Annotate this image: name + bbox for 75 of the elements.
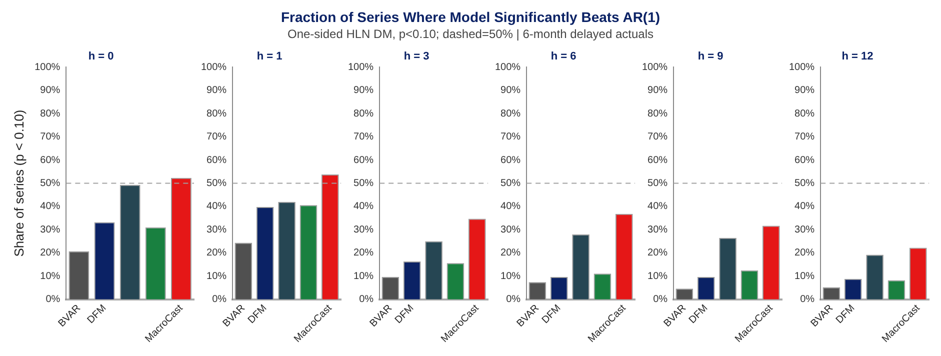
y-tick-label: 40%: [794, 201, 815, 212]
y-tick-label: 20%: [794, 248, 815, 259]
chart-title: h = 1: [256, 50, 282, 63]
y-tick-label: 80%: [500, 108, 521, 120]
y-tick-label: 50%: [500, 178, 521, 190]
y-tick-label: 10%: [206, 270, 227, 282]
y-tick-label: 0%: [653, 294, 668, 306]
y-tick-label: 60%: [40, 154, 60, 166]
y-tick-label: 70%: [40, 132, 60, 143]
y-tick-label: 50%: [648, 178, 668, 190]
y-tick-label: 60%: [500, 154, 521, 166]
y-tick-label: 20%: [500, 248, 521, 259]
y-tick-label: 60%: [794, 154, 815, 166]
chart-title: h = 12: [842, 50, 874, 63]
y-tick-label: 30%: [794, 224, 815, 236]
y-tick-label: 30%: [500, 224, 521, 236]
y-tick-label: 80%: [206, 108, 227, 120]
y-tick-label: 90%: [206, 85, 227, 96]
y-tick-label: 50%: [794, 178, 815, 190]
y-tick-label: 10%: [354, 270, 374, 282]
y-tick-label: 10%: [648, 270, 668, 282]
y-tick-label: 100%: [495, 62, 521, 73]
y-tick-label: 20%: [206, 248, 227, 259]
y-tick-label: 70%: [206, 132, 227, 143]
y-tick-label: 80%: [648, 108, 668, 120]
y-tick-label: 40%: [354, 201, 374, 212]
y-tick-label: 80%: [794, 108, 815, 120]
y-tick-label: 90%: [794, 85, 815, 96]
y-tick-label: 80%: [40, 108, 60, 120]
y-tick-label: 100%: [348, 62, 374, 73]
y-tick-label: 20%: [354, 248, 374, 259]
y-tick-label: 20%: [648, 248, 668, 259]
y-tick-label: 40%: [206, 201, 227, 212]
y-tick-label: 50%: [40, 178, 60, 190]
y-tick-label: 0%: [46, 294, 60, 306]
y-tick-label: 90%: [40, 85, 60, 96]
y-tick-label: 30%: [40, 224, 60, 236]
y-tick-label: 20%: [40, 248, 60, 259]
y-tick-label: 30%: [354, 224, 374, 236]
y-tick-label: 70%: [354, 132, 374, 143]
y-tick-label: 100%: [34, 62, 60, 73]
chart-title: h = 9: [698, 50, 724, 63]
y-tick-label: 30%: [206, 224, 227, 236]
text: One-sided HLN DM, p<0.10; dashed=50% | 6-month delayed actuals: [286, 26, 654, 42]
y-tick-label: 60%: [648, 154, 668, 166]
y-tick-label: 60%: [206, 154, 227, 166]
y-tick-label: 50%: [354, 178, 374, 190]
chart-title: h = 6: [550, 50, 576, 63]
y-tick-label: 30%: [648, 224, 668, 236]
y-tick-label: 100%: [642, 62, 668, 73]
y-tick-label: 60%: [354, 154, 374, 166]
y-tick-label: 90%: [648, 85, 668, 96]
y-tick-label: 70%: [500, 132, 521, 143]
y-tick-label: 40%: [648, 201, 668, 212]
y-tick-label: 70%: [648, 132, 668, 143]
chart-title: h = 0: [88, 50, 114, 63]
y-tick-label: 0%: [800, 294, 815, 306]
y-tick-label: 100%: [789, 62, 815, 73]
y-tick-label: 0%: [212, 294, 227, 306]
y-tick-label: 70%: [794, 132, 815, 143]
y-tick-label: 40%: [500, 201, 521, 212]
y-tick-label: 10%: [40, 270, 60, 282]
y-tick-label: 0%: [506, 294, 521, 306]
y-tick-label: 90%: [354, 85, 374, 96]
y-tick-label: 80%: [354, 108, 374, 120]
y-tick-label: 0%: [359, 294, 374, 306]
y-tick-label: 90%: [500, 85, 521, 96]
y-tick-label: 100%: [201, 62, 227, 73]
chart-title: h = 3: [404, 50, 430, 63]
y-tick-label: 10%: [794, 270, 815, 282]
y-tick-label: 10%: [500, 270, 521, 282]
y-tick-label: 40%: [40, 201, 60, 212]
text: Fraction of Series Where Model Significantly Beats AR(1): [280, 8, 662, 26]
y-tick-label: 50%: [206, 178, 227, 190]
y-axis-title: Share of series (p < 0.10): [11, 110, 26, 257]
